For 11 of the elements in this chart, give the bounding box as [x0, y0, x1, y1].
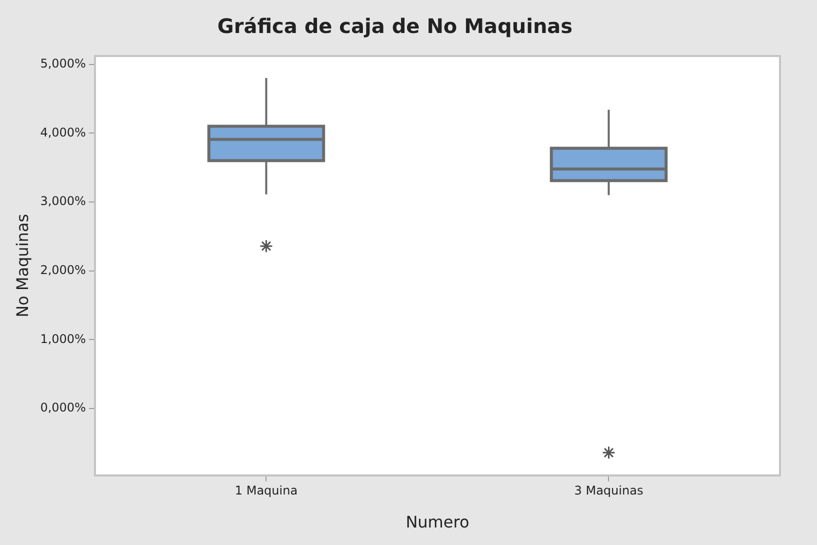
chart-title: Gráfica de caja de No Maquinas	[217, 14, 573, 38]
y-tick-label: 5,000%	[40, 56, 86, 70]
y-tick-label: 2,000%	[40, 262, 86, 277]
x-tick-label: 3 Maquinas	[574, 484, 644, 498]
x-tick-label: 1 Maquina	[234, 484, 298, 498]
y-tick-label: 0,000%	[40, 400, 86, 415]
y-axis-title: No Maquinas	[12, 214, 32, 318]
y-tick-label: 1,000%	[40, 332, 86, 346]
y-tick-label: 3,000%	[40, 194, 86, 208]
y-tick-label: 4,000%	[40, 125, 86, 140]
x-axis-title: Numero	[406, 512, 470, 532]
